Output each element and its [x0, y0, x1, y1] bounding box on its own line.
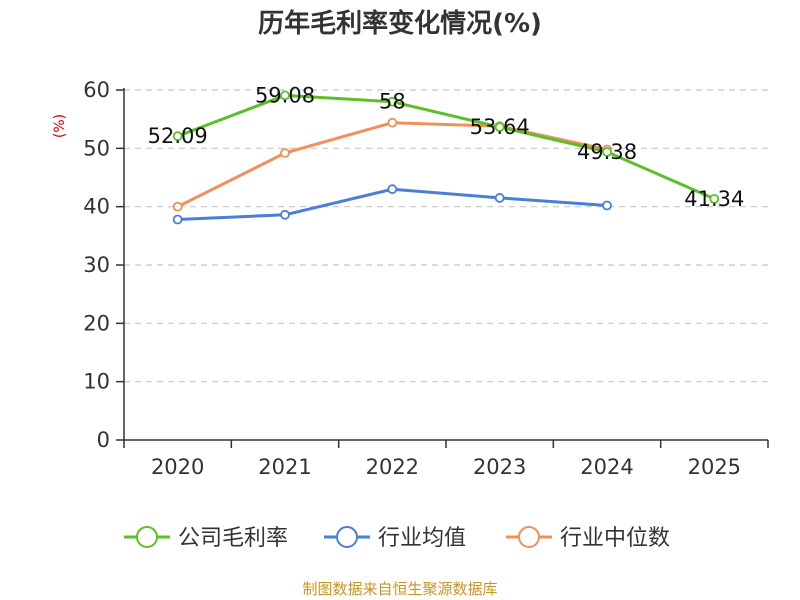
- data-label-2023: 53.64: [470, 115, 530, 139]
- y-tick-label-60: 60: [83, 78, 110, 102]
- data-point-2-2022: [387, 117, 398, 128]
- legend-label-0: 公司毛利率: [178, 526, 288, 551]
- data-point-2-2020: [172, 201, 183, 212]
- y-tick-label-50: 50: [83, 136, 110, 160]
- series-line-2: [177, 121, 608, 209]
- data-label-2022: 58: [379, 90, 406, 114]
- x-tick-label-2025: 2025: [688, 455, 741, 479]
- data-point-1-2023: [494, 193, 505, 203]
- y-tick-label-20: 20: [83, 311, 110, 335]
- data-point-0-2023: [494, 122, 505, 132]
- series-group: [172, 90, 720, 225]
- data-point-1-2020: [172, 214, 183, 225]
- data-label-2024: 49.38: [577, 140, 637, 164]
- legend-marker-0: [136, 526, 158, 548]
- legend-marker-2: [518, 526, 540, 548]
- data-point-0-2024: [602, 147, 612, 157]
- y-tick-label-10: 10: [83, 370, 110, 394]
- y-axis-unit: (%): [52, 114, 68, 138]
- data-point-1-2022: [387, 184, 398, 195]
- data-point-0-2022: [387, 96, 398, 107]
- data-label-2020: 52.09: [148, 124, 208, 148]
- x-tick-label-2021: 2021: [258, 455, 311, 479]
- data-point-0-2021: [280, 90, 290, 101]
- data-label-2021: 59.08: [255, 83, 315, 107]
- data-label-2025: 41.34: [684, 187, 744, 211]
- x-tick-label-2024: 2024: [580, 455, 633, 479]
- data-point-1-2024: [602, 200, 612, 211]
- legend-item-2[interactable]: 行业中位数: [506, 526, 670, 551]
- legend-label-2: 行业中位数: [560, 526, 670, 551]
- x-tick-label-2022: 2022: [366, 455, 419, 479]
- source-note: 制图数据来自恒生聚源数据库: [302, 580, 497, 598]
- data-point-0-2025: [709, 193, 720, 204]
- data-point-2-2021: [280, 148, 290, 158]
- series-line-0: [177, 93, 715, 201]
- data-labels: 52.09 59.08 58 53.64 49.38 41.34: [148, 83, 745, 210]
- legend-item-1[interactable]: 行业均值: [324, 526, 466, 551]
- x-tick-label-2020: 2020: [151, 455, 204, 479]
- chart-title: 历年毛利率变化情况(%): [258, 8, 542, 39]
- legend-item-0[interactable]: 公司毛利率: [124, 526, 288, 551]
- y-tick-label-0: 0: [97, 428, 110, 452]
- x-tick-label-2023: 2023: [473, 455, 526, 479]
- y-tick-label-30: 30: [83, 253, 110, 277]
- legend-label-1: 行业均值: [378, 526, 466, 551]
- data-point-1-2021: [280, 209, 290, 220]
- axes: 0 10 20 30 40 50 60 2020 2021 2022 2023 2024 2025: [83, 78, 769, 479]
- legend[interactable]: 公司毛利率 行业均值 行业中位数: [124, 526, 670, 551]
- y-tick-label-40: 40: [83, 195, 110, 219]
- data-point-0-2020: [172, 131, 183, 142]
- grid-lines: [124, 89, 768, 383]
- legend-marker-1: [336, 526, 358, 548]
